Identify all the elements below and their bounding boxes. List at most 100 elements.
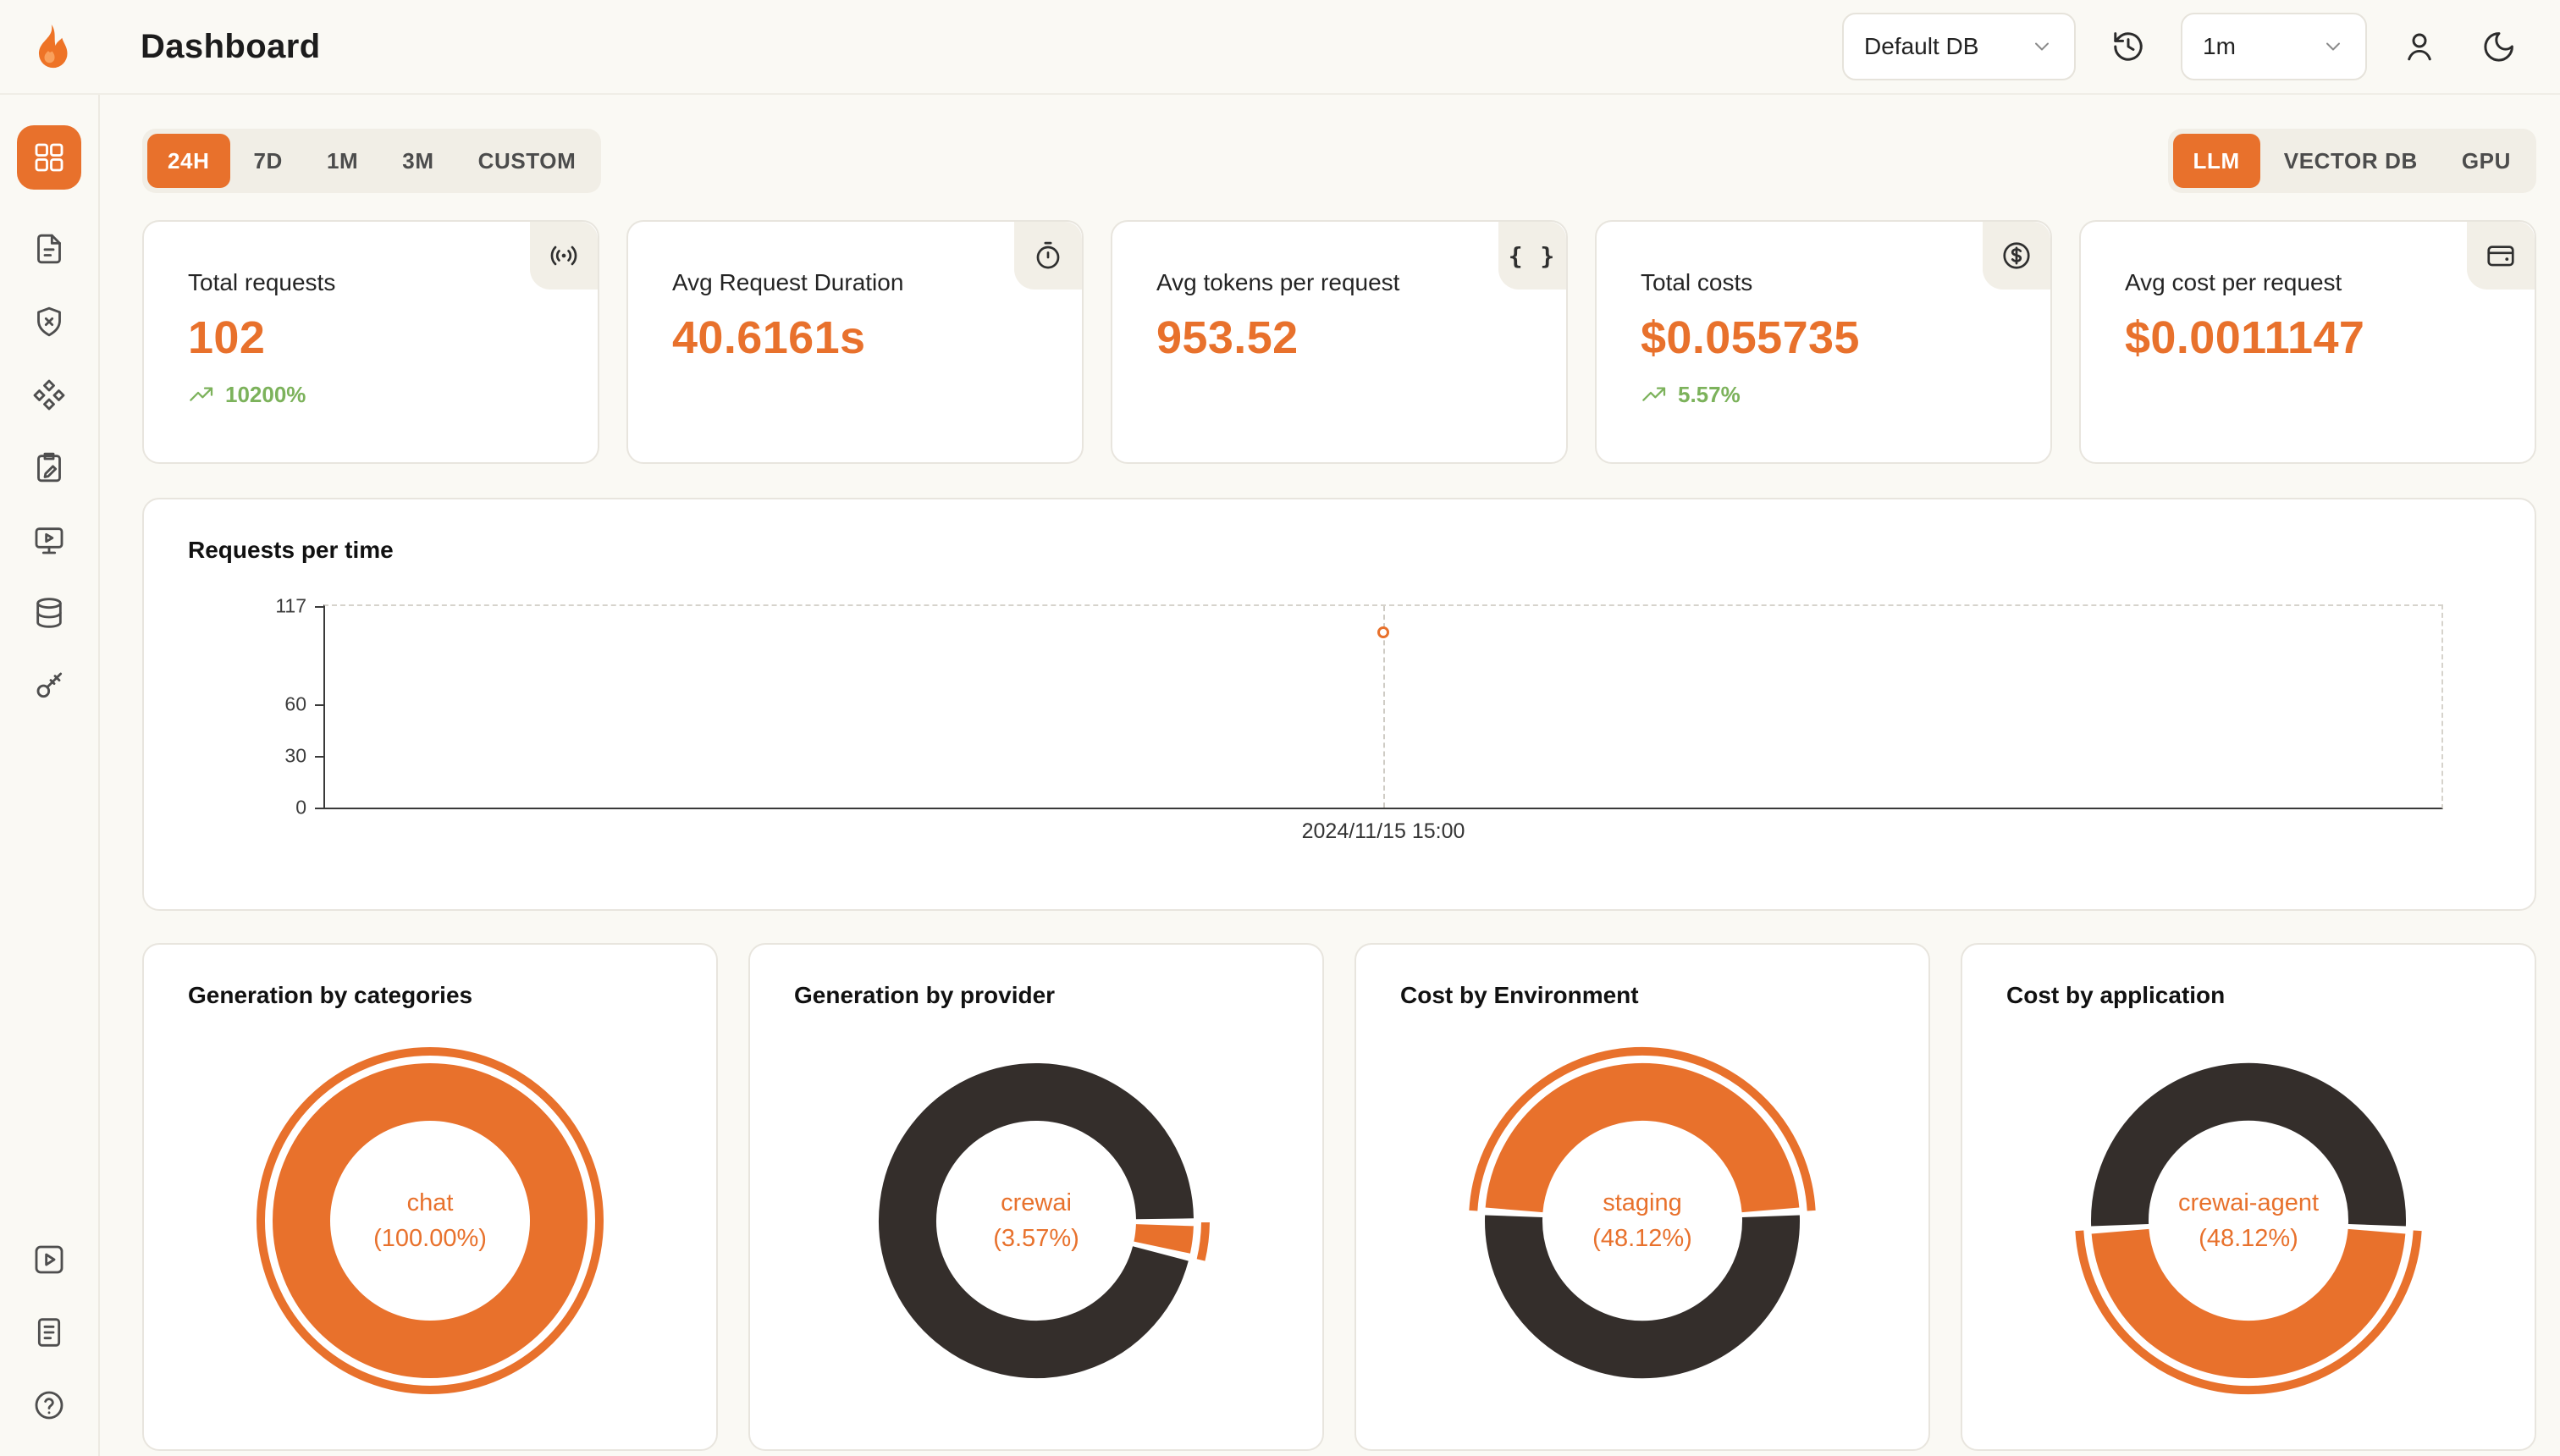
stat-value: 102	[188, 312, 266, 363]
theme-toggle-button[interactable]	[2472, 19, 2526, 74]
donut-center-percent: (100.00%)	[373, 1225, 487, 1252]
donut-card-generation-by-provider: Generation by provider crewai (3.57%)	[748, 943, 1324, 1451]
donut-center-name: staging	[1603, 1189, 1682, 1216]
y-axis-label: 30	[284, 744, 306, 767]
layout-grid-icon	[32, 141, 66, 174]
stat-cards-row: Total requests 102 10200% Avg Request Durat…	[142, 220, 2536, 464]
tab-range-7d[interactable]: 7D	[234, 134, 303, 188]
donut-title: Cost by Environment	[1400, 982, 1639, 1008]
donut-chart[interactable]: crewai-agent (48.12%)	[2071, 1043, 2426, 1398]
stat-label: Avg Request Duration	[672, 269, 904, 295]
x-axis-label: 2024/11/15 15:00	[1301, 819, 1465, 843]
donut-center-label: crewai-agent (48.12%)	[2071, 1043, 2426, 1398]
donut-center-name: chat	[406, 1189, 454, 1216]
requests-line-chart[interactable]: 0 30 60 117 2024/11/15 15:00	[275, 595, 2443, 843]
interval-select[interactable]: 1m	[2181, 13, 2367, 80]
page-title: Dashboard	[141, 27, 321, 65]
stat-value: $0.055735	[1641, 312, 1860, 363]
tab-range-3m[interactable]: 3M	[382, 134, 454, 188]
tab-range-custom[interactable]: CUSTOM	[458, 134, 597, 188]
sidebar-item-requests[interactable]	[25, 225, 73, 273]
sidebar-item-api-keys[interactable]	[25, 662, 73, 709]
y-axis-label: 0	[295, 796, 306, 819]
tab-range-1m[interactable]: 1M	[306, 134, 378, 188]
donut-chart[interactable]: staging (48.12%)	[1465, 1043, 1820, 1398]
header-controls: Default DB 1m	[1842, 13, 2526, 80]
clipboard-edit-icon	[32, 450, 66, 484]
wallet-icon	[2467, 222, 2535, 290]
square-play-icon	[32, 1243, 66, 1277]
donut-card-cost-by-environment: Cost by Environment staging (48.12%)	[1354, 943, 1930, 1451]
y-axis-tick	[315, 703, 325, 706]
braces-icon: { }	[1498, 222, 1566, 290]
donut-center-label: chat (100.00%)	[252, 1043, 608, 1398]
trending-up-icon	[188, 381, 215, 408]
time-range-tabs: 24H 7D 1M 3M CUSTOM	[142, 129, 602, 193]
donut-center-percent: (3.57%)	[993, 1225, 1079, 1252]
app-logo-flame-icon[interactable]	[24, 19, 78, 74]
stat-card-avg-tokens-per-request: { } Avg tokens per request 953.52	[1111, 220, 1568, 464]
monitor-play-icon	[32, 523, 66, 557]
shield-x-icon	[32, 305, 66, 339]
donut-title: Generation by provider	[794, 982, 1056, 1008]
stat-label: Avg tokens per request	[1156, 269, 1400, 295]
tab-mode-gpu[interactable]: GPU	[2441, 134, 2531, 188]
donut-card-generation-by-categories: Generation by categories chat (100.00%)	[142, 943, 718, 1451]
donut-center-label: crewai (3.57%)	[858, 1043, 1214, 1398]
file-invoice-icon	[32, 232, 66, 266]
stat-value: 40.6161s	[672, 312, 866, 363]
y-axis-tick	[315, 606, 325, 608]
data-point-marker[interactable]	[1377, 626, 1389, 638]
database-select[interactable]: Default DB	[1842, 13, 2076, 80]
body-layout: 24H 7D 1M 3M CUSTOM LLM VECTOR DB GPU Total re…	[0, 95, 2560, 1456]
badge-dollar-icon	[1983, 222, 2050, 290]
donut-center-name: crewai	[1001, 1189, 1072, 1216]
chevron-down-icon	[2321, 35, 2345, 58]
sidebar-item-playground[interactable]	[25, 516, 73, 564]
database-icon	[32, 596, 66, 630]
tab-mode-llm[interactable]: LLM	[2172, 134, 2260, 188]
help-circle-icon	[32, 1388, 66, 1422]
stat-label: Total requests	[188, 269, 336, 295]
stat-value: $0.0011147	[2125, 312, 2365, 363]
sidebar-item-exceptions[interactable]	[25, 298, 73, 345]
chart-title: Requests per time	[188, 537, 394, 563]
donut-title: Cost by application	[2006, 982, 2226, 1008]
refresh-interval-button[interactable]	[2101, 19, 2155, 74]
y-axis-label: 117	[275, 594, 306, 617]
stat-delta: 5.57%	[1641, 381, 2006, 408]
profile-button[interactable]	[2392, 19, 2447, 74]
sidebar-item-getting-started[interactable]	[25, 1236, 73, 1283]
chevron-down-icon	[2030, 35, 2054, 58]
sidebar-item-prompt-hub[interactable]	[25, 371, 73, 418]
y-axis-tick	[315, 755, 325, 758]
broadcast-icon	[530, 222, 598, 290]
stat-delta: 10200%	[188, 381, 554, 408]
donut-center-name: crewai-agent	[2177, 1189, 2320, 1216]
sidebar-item-dashboard[interactable]	[17, 125, 81, 190]
interval-select-value: 1m	[2203, 33, 2236, 59]
stat-card-total-requests: Total requests 102 10200%	[142, 220, 599, 464]
sidebar-item-databases[interactable]	[25, 589, 73, 637]
sidebar	[0, 95, 100, 1456]
donut-center-percent: (48.12%)	[2199, 1225, 2298, 1252]
trending-up-icon	[1641, 381, 1668, 408]
donut-center-label: staging (48.12%)	[1465, 1043, 1820, 1398]
donut-chart[interactable]: crewai (3.57%)	[858, 1043, 1214, 1398]
sidebar-item-documentation[interactable]	[25, 1309, 73, 1356]
shapes-icon	[32, 378, 66, 411]
y-axis-tick	[315, 808, 325, 809]
donut-chart[interactable]: chat (100.00%)	[252, 1043, 608, 1398]
stat-delta-value: 5.57%	[1678, 381, 1741, 407]
stat-label: Avg cost per request	[2125, 269, 2342, 295]
donut-title: Generation by categories	[188, 982, 473, 1008]
key-icon	[32, 669, 66, 703]
sidebar-item-support[interactable]	[25, 1382, 73, 1429]
tab-mode-vector-db[interactable]: VECTOR DB	[2264, 134, 2438, 188]
tab-range-24h[interactable]: 24H	[147, 134, 230, 188]
header: Dashboard Default DB 1m	[0, 0, 2560, 95]
requests-per-time-card: Requests per time 0 30 60 117 2024/11/15 15:…	[142, 498, 2536, 911]
donut-center-percent: (48.12%)	[1592, 1225, 1692, 1252]
sidebar-item-evaluations[interactable]	[25, 444, 73, 491]
donut-cards-row: Generation by categories chat (100.00%) Gen…	[142, 943, 2536, 1451]
